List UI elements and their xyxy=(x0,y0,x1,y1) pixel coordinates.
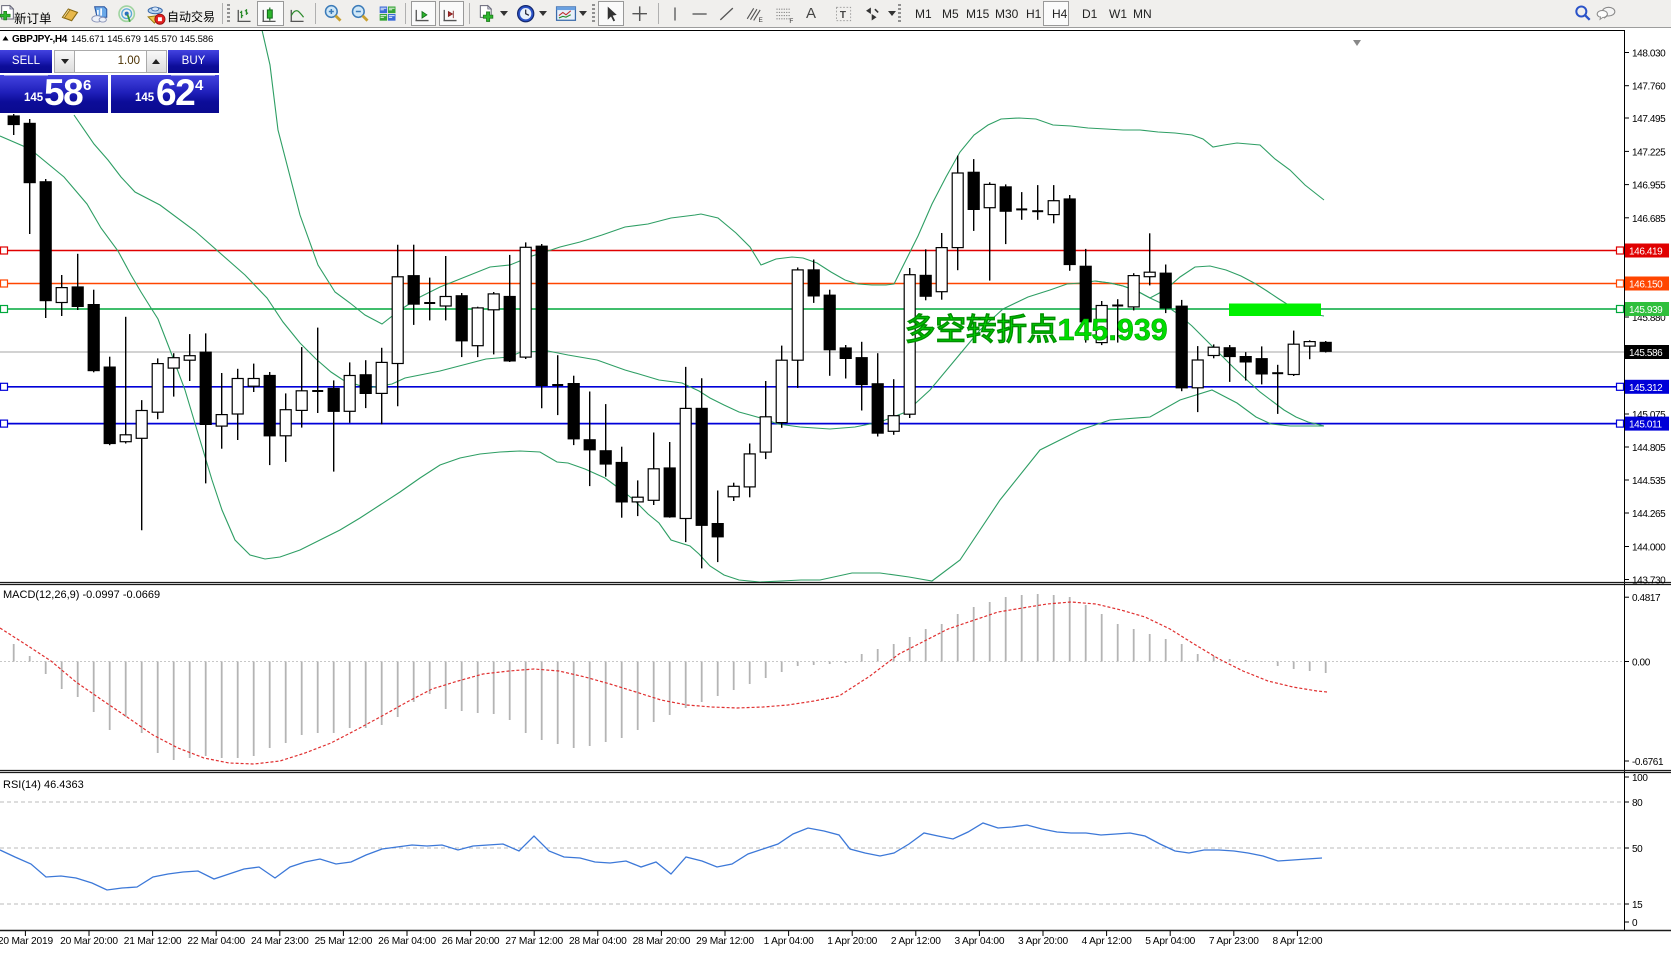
svg-text:144.265: 144.265 xyxy=(1632,509,1666,520)
svg-text:2 Apr 12:00: 2 Apr 12:00 xyxy=(891,936,941,947)
svg-text:F: F xyxy=(789,18,793,24)
svg-text:100: 100 xyxy=(1632,773,1648,784)
svg-text:145.075: 145.075 xyxy=(1632,410,1666,421)
svg-text:146.419: 146.419 xyxy=(1629,247,1663,258)
svg-text:22 Mar 04:00: 22 Mar 04:00 xyxy=(187,936,245,947)
svg-text:144.805: 144.805 xyxy=(1632,443,1666,454)
svg-text:RSI(14) 46.4363: RSI(14) 46.4363 xyxy=(3,779,84,791)
svg-text:26 Mar 20:00: 26 Mar 20:00 xyxy=(442,936,500,947)
svg-text:147.495: 147.495 xyxy=(1632,114,1666,125)
svg-text:80: 80 xyxy=(1632,798,1643,809)
svg-text:145.312: 145.312 xyxy=(1629,383,1663,394)
svg-text:27 Mar 12:00: 27 Mar 12:00 xyxy=(505,936,563,947)
svg-text:1 Apr 04:00: 1 Apr 04:00 xyxy=(764,936,814,947)
svg-text:25 Mar 12:00: 25 Mar 12:00 xyxy=(315,936,373,947)
svg-text:GBPJPY-,H4: GBPJPY-,H4 xyxy=(12,34,68,45)
svg-text:145.671 145.679 145.570 145.58: 145.671 145.679 145.570 145.586 xyxy=(71,34,213,45)
svg-text:146.150: 146.150 xyxy=(1629,280,1663,291)
svg-text:50: 50 xyxy=(1632,844,1643,855)
svg-text:146.685: 146.685 xyxy=(1632,214,1666,225)
svg-text:多空转折点145.939: 多空转折点145.939 xyxy=(905,313,1168,347)
svg-text:4 Apr 12:00: 4 Apr 12:00 xyxy=(1082,936,1132,947)
svg-text:145.880: 145.880 xyxy=(1632,313,1666,324)
svg-text:0.00: 0.00 xyxy=(1632,658,1651,669)
svg-text:145.939: 145.939 xyxy=(1629,305,1663,316)
svg-text:MACD(12,26,9) -0.0997 -0.0669: MACD(12,26,9) -0.0997 -0.0669 xyxy=(3,589,160,601)
svg-text:20 Mar 20:00: 20 Mar 20:00 xyxy=(60,936,118,947)
svg-text:20 Mar 2019: 20 Mar 2019 xyxy=(0,936,53,947)
svg-text:29 Mar 12:00: 29 Mar 12:00 xyxy=(696,936,754,947)
svg-text:E: E xyxy=(759,17,764,24)
svg-text:21 Mar 12:00: 21 Mar 12:00 xyxy=(124,936,182,947)
svg-text:0.4817: 0.4817 xyxy=(1632,593,1661,604)
svg-text:15: 15 xyxy=(1632,900,1643,911)
svg-text:28 Mar 20:00: 28 Mar 20:00 xyxy=(633,936,691,947)
svg-text:145.586: 145.586 xyxy=(1629,348,1663,359)
svg-text:T: T xyxy=(840,10,846,21)
svg-text:147.760: 147.760 xyxy=(1632,82,1666,93)
svg-text:143.730: 143.730 xyxy=(1632,576,1666,587)
svg-text:3 Apr 04:00: 3 Apr 04:00 xyxy=(954,936,1004,947)
svg-text:144.535: 144.535 xyxy=(1632,476,1666,487)
svg-text:145.011: 145.011 xyxy=(1629,420,1662,431)
svg-text:146.955: 146.955 xyxy=(1632,181,1666,192)
svg-text:147.225: 147.225 xyxy=(1632,147,1666,158)
svg-text:144.000: 144.000 xyxy=(1632,543,1666,554)
svg-text:8 Apr 12:00: 8 Apr 12:00 xyxy=(1272,936,1322,947)
svg-text:5 Apr 04:00: 5 Apr 04:00 xyxy=(1145,936,1195,947)
svg-text:-0.6761: -0.6761 xyxy=(1632,757,1664,768)
svg-text:1 Apr 20:00: 1 Apr 20:00 xyxy=(827,936,877,947)
svg-text:28 Mar 04:00: 28 Mar 04:00 xyxy=(569,936,627,947)
svg-text:7 Apr 23:00: 7 Apr 23:00 xyxy=(1209,936,1259,947)
svg-text:3 Apr 20:00: 3 Apr 20:00 xyxy=(1018,936,1068,947)
svg-text:148.030: 148.030 xyxy=(1632,49,1666,60)
svg-text:24 Mar 23:00: 24 Mar 23:00 xyxy=(251,936,309,947)
svg-text:26 Mar 04:00: 26 Mar 04:00 xyxy=(378,936,436,947)
svg-text:0: 0 xyxy=(1632,918,1638,929)
